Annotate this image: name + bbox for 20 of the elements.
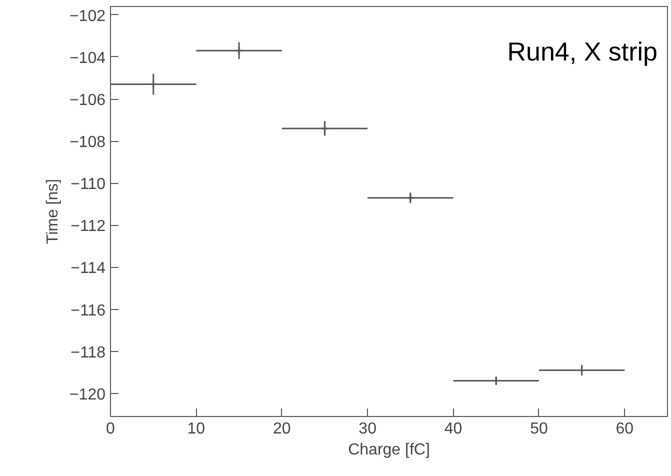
x-tick-label: 50 [530,420,548,438]
x-tick-label: 60 [616,420,634,438]
x-tick-label: 0 [106,420,116,438]
y-tick-label: −118 [70,344,106,362]
annotation: Run4, X strip [507,36,658,66]
y-tick-label: −112 [70,218,106,236]
x-axis-title: Charge [fC] [348,442,430,458]
y-tick-label: −120 [69,386,106,404]
y-tick-label: −114 [70,260,106,278]
x-tick-label: 10 [187,420,206,438]
x-tick-label: 20 [272,420,291,438]
y-tick-label: −108 [69,134,106,152]
y-tick-label: −104 [69,50,106,67]
y-tick-label: −106 [69,92,106,110]
y-tick-label: −110 [70,176,106,194]
y-axis-title: Time [ns] [44,178,62,244]
y-tick-label: −116 [70,302,106,320]
y-tick-label: −102 [69,8,106,25]
x-tick-label: 30 [358,420,377,438]
x-tick-label: 40 [444,420,462,438]
